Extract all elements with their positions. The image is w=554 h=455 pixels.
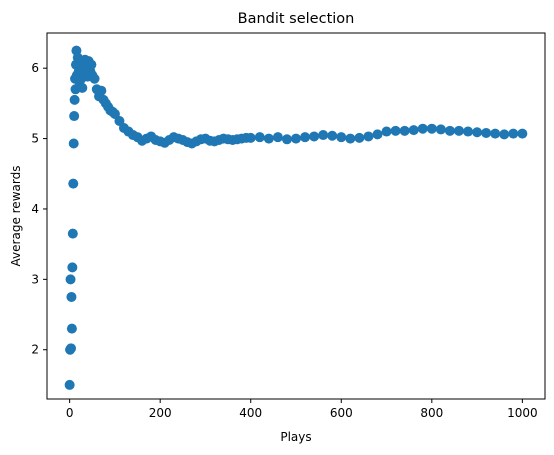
data-point	[336, 132, 347, 143]
data-point	[354, 132, 365, 143]
data-point	[89, 73, 100, 84]
data-point	[86, 59, 97, 70]
data-point	[408, 125, 419, 136]
x-axis: 0 200 400 600 800 1000	[66, 399, 538, 420]
data-point	[68, 138, 79, 149]
data-point	[66, 323, 77, 334]
x-tick-label: 600	[330, 406, 353, 420]
data-point	[499, 129, 510, 140]
data-point	[463, 126, 474, 137]
data-point	[381, 126, 392, 137]
data-point	[263, 133, 274, 144]
data-point	[281, 134, 292, 145]
data-point	[399, 125, 410, 136]
y-tick-label: 5	[31, 132, 39, 146]
x-axis-label: Plays	[280, 430, 311, 444]
data-point	[68, 178, 79, 189]
y-axis: 2 3 4 5 6	[31, 61, 47, 357]
y-tick-label: 6	[31, 61, 39, 75]
data-point	[64, 379, 75, 390]
data-point	[481, 127, 492, 138]
data-point	[517, 128, 528, 139]
y-tick-label: 2	[31, 343, 39, 357]
data-point	[69, 94, 80, 105]
data-point	[345, 133, 356, 144]
x-tick-label: 800	[420, 406, 443, 420]
x-tick-label: 1000	[507, 406, 538, 420]
data-point	[67, 262, 78, 273]
data-point	[254, 132, 265, 143]
data-point	[435, 124, 446, 135]
data-point	[309, 131, 320, 142]
data-point	[96, 85, 107, 96]
y-tick-label: 3	[31, 272, 39, 286]
data-point	[245, 132, 256, 143]
data-point	[77, 82, 88, 93]
data-point	[65, 274, 76, 285]
data-point	[67, 228, 78, 239]
data-point	[453, 125, 464, 136]
data-point	[318, 130, 329, 141]
data-point	[372, 129, 383, 140]
x-tick-label: 0	[66, 406, 74, 420]
data-point	[426, 123, 437, 134]
y-axis-label: Average rewards	[9, 166, 23, 267]
data-point	[363, 131, 374, 142]
data-point	[417, 123, 428, 134]
data-point	[490, 128, 501, 139]
y-tick-label: 4	[31, 202, 39, 216]
data-point	[390, 125, 401, 136]
data-point	[66, 291, 77, 302]
data-point	[472, 127, 483, 138]
data-points	[64, 45, 528, 390]
data-point	[508, 128, 519, 139]
data-point	[65, 343, 76, 354]
x-tick-label: 200	[149, 406, 172, 420]
data-point	[327, 130, 338, 141]
data-point	[444, 125, 455, 136]
chart-title: Bandit selection	[238, 11, 355, 27]
data-point	[272, 132, 283, 143]
data-point	[291, 133, 301, 144]
data-point	[69, 111, 80, 122]
x-tick-label: 400	[239, 406, 262, 420]
plot-frame	[46, 32, 546, 400]
data-point	[300, 132, 311, 143]
